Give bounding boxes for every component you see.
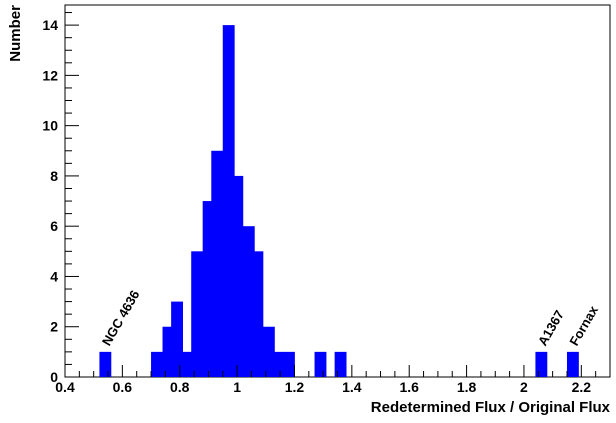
x-tick-label: 1.8 [457, 379, 477, 395]
histogram-bar-18 [566, 351, 579, 377]
x-tick-label: 0.4 [55, 379, 75, 395]
histogram-bar-1 [151, 351, 163, 377]
x-tick-label: 2.2 [572, 379, 592, 395]
histogram-bar-6 [202, 201, 215, 377]
histogram-bar-9 [231, 175, 244, 377]
histogram-bar-10 [242, 226, 255, 377]
annotation-label: A1367 [535, 308, 567, 349]
y-tick-label: 4 [50, 268, 58, 284]
x-tick-label: 2 [520, 379, 528, 395]
histogram-bar-16 [334, 351, 347, 377]
annotation-label: Fornax [566, 303, 601, 349]
y-axis-title: Number [7, 5, 24, 62]
histogram-bar-11 [251, 251, 264, 377]
histogram-bar-14 [283, 351, 295, 377]
x-tick-label: 1.2 [285, 379, 305, 395]
y-tick-label: 2 [50, 319, 58, 335]
histogram-bar-13 [271, 351, 284, 377]
histogram-bar-8 [222, 25, 235, 378]
histogram-bar-2 [162, 326, 175, 377]
bars-group [99, 25, 579, 378]
histogram-bar-12 [262, 326, 275, 377]
x-tick-label: 0.6 [113, 379, 133, 395]
y-axis-ticks: 0 2 4 6 8 10 12 14 [42, 12, 79, 385]
histogram-bar-7 [211, 150, 224, 377]
histogram-bar-17 [535, 351, 548, 377]
y-tick-label: 12 [42, 67, 58, 83]
y-tick-label: 8 [50, 168, 58, 184]
annotation-label: NGC 4636 [99, 288, 143, 349]
x-axis-ticks: 0.4 0.6 0.8 1 1.2 1.4 1.6 1.8 2 2.2 [55, 365, 611, 395]
y-tick-label: 6 [50, 218, 58, 234]
y-tick-label: 0 [50, 369, 58, 385]
histogram-bar-15 [314, 351, 327, 377]
x-tick-label: 1 [233, 379, 241, 395]
histogram-bar-4 [182, 351, 195, 377]
x-tick-label: 1.6 [399, 379, 419, 395]
x-tick-label: 1.4 [342, 379, 362, 395]
y-tick-label: 10 [42, 118, 58, 134]
x-tick-label: 0.8 [170, 379, 190, 395]
histogram-bar-5 [191, 251, 204, 377]
y-tick-label: 14 [42, 17, 58, 33]
histogram-bar-0 [99, 351, 112, 377]
plot-frame [64, 4, 611, 378]
x-axis-title: Redetermined Flux / Original Flux [371, 399, 611, 416]
histogram-bar-3 [171, 301, 183, 377]
